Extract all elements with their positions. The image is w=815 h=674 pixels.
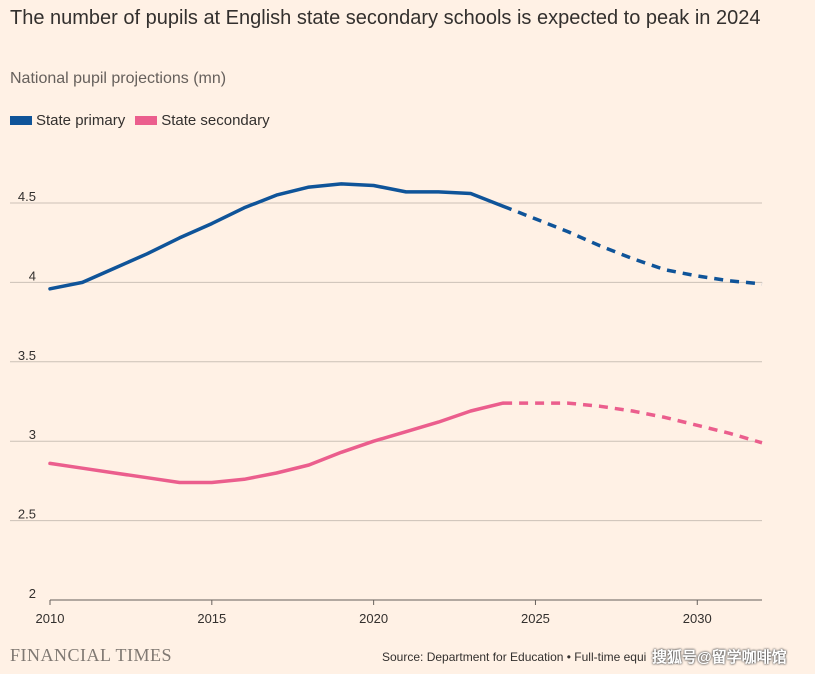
ft-brand: FINANCIAL TIMES <box>10 645 173 665</box>
y-tick-label: 2.5 <box>18 507 36 522</box>
series-1-projection-line <box>503 401 763 445</box>
x-tick-label: 2010 <box>36 611 65 626</box>
watermark: 搜狐号@留学咖啡馆 <box>652 649 787 666</box>
y-tick-label: 4 <box>29 268 36 283</box>
legend: State primary State secondary <box>10 112 270 129</box>
y-tick-label: 3 <box>29 427 36 442</box>
grid-layer <box>10 202 762 601</box>
chart-title: The number of pupils at English state se… <box>10 7 761 29</box>
series-1-actual-line <box>48 401 505 485</box>
axis-layer: 2 2.5 3 3.5 4 4.5 2010 2015 2020 2025 2030 <box>18 189 712 626</box>
x-tick-label: 2025 <box>521 611 550 626</box>
legend-label-primary: State primary <box>36 112 126 129</box>
chart-subtitle: National pupil projections (mn) <box>10 70 227 87</box>
y-tick-label: 3.5 <box>18 348 36 363</box>
legend-item-primary: State primary <box>10 112 125 129</box>
y-tick-label: 2 <box>29 586 36 601</box>
series-0-projection-line <box>502 204 763 286</box>
series-0-actual-line <box>48 182 505 291</box>
x-tick-label: 2030 <box>683 611 712 626</box>
x-tick-label: 2020 <box>359 611 388 626</box>
series-layer <box>48 182 763 485</box>
legend-label-secondary: State secondary <box>161 112 270 129</box>
legend-swatch-secondary <box>135 116 158 125</box>
y-tick-label: 4.5 <box>18 189 36 204</box>
x-tick-label: 2015 <box>197 611 226 626</box>
legend-item-secondary: State secondary <box>135 112 270 129</box>
legend-swatch-primary <box>10 116 32 125</box>
source-note: Source: Department for Education • Full-… <box>382 650 647 664</box>
